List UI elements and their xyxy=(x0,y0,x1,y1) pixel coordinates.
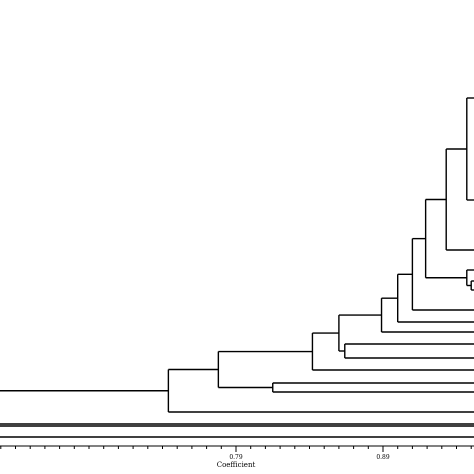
x-axis-tick-label: 0.79 xyxy=(229,454,243,461)
x-axis-title: Coefficient xyxy=(217,461,256,469)
dendrogram-links xyxy=(0,97,474,438)
x-axis-tick-label: 0.89 xyxy=(376,454,390,461)
x-axis: 0.580.790.89 Coefficient xyxy=(0,445,474,469)
x-axis-major-ticks: 0.580.790.89 xyxy=(229,446,390,461)
